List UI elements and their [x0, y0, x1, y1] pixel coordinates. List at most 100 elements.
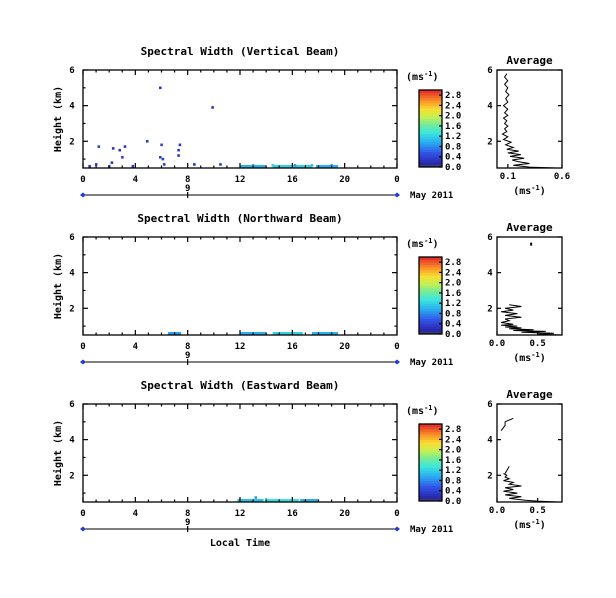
colorbar-swatch [419, 467, 442, 471]
colorbar-unit-text: (ms [406, 239, 424, 250]
colorbar-swatch [419, 97, 442, 101]
colorbar-swatch [419, 269, 442, 273]
colorbar-swatch [419, 138, 442, 142]
colorbar-tick-label: 2.4 [445, 101, 462, 111]
date-axis-start-marker [80, 526, 86, 532]
colorbar-swatch [419, 462, 442, 466]
average-y-tick-label: 2 [487, 304, 492, 314]
colorbar-tick-label: 2.8 [445, 91, 461, 101]
average-profile-segment [500, 417, 514, 432]
colorbar-swatch [419, 123, 442, 127]
colorbar-tick-label: 0.4 [445, 153, 462, 163]
x-tick-label: 4 [133, 175, 139, 185]
colorbar-swatch [419, 125, 442, 129]
colorbar-swatch [419, 90, 442, 94]
y-tick-label: 4 [69, 102, 75, 112]
colorbar-swatch [419, 282, 442, 286]
colorbar-swatch [419, 280, 442, 284]
average-profile-point [530, 242, 533, 246]
x-tick-label: 20 [339, 175, 350, 185]
average-panel-title: Average [506, 221, 553, 234]
colorbar-frame [418, 89, 443, 168]
colorbar-swatch [419, 485, 442, 489]
data-cell [88, 164, 91, 168]
x-tick-label: 8 [185, 342, 190, 352]
colorbar-swatch [419, 331, 442, 335]
y-axis-label: Height (km) [52, 420, 64, 486]
data-band [272, 332, 303, 335]
data-cell [193, 163, 196, 166]
average-x-axis-label-close: ) [540, 186, 546, 197]
colorbar-tick-label: 1.2 [445, 466, 461, 476]
colorbar-tick-label: 2.0 [445, 112, 461, 122]
colorbar-swatch [419, 472, 442, 476]
colorbar-unit-close: ) [433, 239, 439, 250]
average-x-axis-label-close: ) [540, 520, 546, 531]
colorbar-tick-label: 0.0 [445, 163, 461, 173]
colorbar-swatch [419, 305, 442, 309]
colorbar-unit-text: (ms [406, 72, 424, 83]
panel-title: Spectral Width (Eastward Beam) [141, 379, 340, 392]
y-tick-label: 6 [69, 233, 74, 243]
plot-frame [82, 403, 398, 503]
colorbar-swatch [419, 292, 442, 296]
colorbar-swatch [419, 285, 442, 289]
average-x-axis-label: (ms-1) [513, 351, 546, 364]
colorbar-unit-exponent: -1 [424, 237, 432, 245]
colorbar-swatch [419, 257, 442, 261]
colorbar-swatch [419, 146, 442, 150]
colorbar-swatch [419, 303, 442, 307]
colorbar-swatch [419, 272, 442, 276]
average-panel-title: Average [506, 388, 553, 401]
colorbar-unit-close: ) [433, 72, 439, 83]
x-tick-label: 0 [394, 342, 399, 352]
average-x-axis-label-exponent: -1 [531, 351, 539, 359]
date-axis-end-marker [394, 192, 400, 198]
x-tick-label: 16 [287, 175, 298, 185]
x-tick-label: 4 [133, 509, 139, 519]
colorbar-swatch [419, 313, 442, 317]
colorbar-swatch [419, 164, 442, 168]
colorbar-swatch [419, 154, 442, 158]
data-cell [94, 163, 98, 166]
colorbar-tick-label: 2.8 [445, 425, 461, 435]
average-x-tick-label: 0.5 [529, 506, 545, 516]
colorbar-unit-label: (ms-1) [406, 237, 439, 250]
colorbar-tick-label: 1.6 [445, 289, 461, 299]
average-x-axis-label-exponent: -1 [531, 518, 539, 526]
colorbar-swatch [419, 105, 442, 109]
x-tick-label: 16 [287, 342, 298, 352]
colorbar-tick-label: 1.6 [445, 122, 461, 132]
colorbar-tick-label: 1.6 [445, 456, 461, 466]
data-cell [178, 143, 182, 147]
x-tick-label: 12 [235, 175, 246, 185]
colorbar-swatch [419, 287, 442, 291]
average-x-axis-label-text: (ms [513, 353, 531, 364]
x-tick-label: 8 [185, 175, 190, 185]
colorbar-swatch [419, 480, 442, 484]
colorbar-swatch [419, 131, 442, 135]
average-x-axis-label-text: (ms [513, 520, 531, 531]
colorbar-swatch [419, 454, 442, 458]
date-axis-month-label: May 2011 [410, 358, 453, 368]
y-tick-label: 2 [69, 137, 74, 147]
colorbar-swatch [419, 274, 442, 279]
colorbar-tick-label: 0.8 [445, 476, 461, 486]
date-axis-month-label: May 2011 [410, 191, 453, 201]
colorbar-swatch [419, 426, 442, 430]
colorbar-swatch [419, 118, 442, 122]
colorbar-tick-label: 2.0 [445, 279, 461, 289]
x-tick-label: 8 [185, 509, 190, 519]
x-tick-label: 4 [133, 342, 139, 352]
x-tick-label: 12 [235, 509, 246, 519]
data-cell [177, 148, 180, 152]
y-axis-label: Height (km) [52, 253, 64, 319]
average-profile-line [501, 73, 557, 169]
colorbar-swatch [419, 493, 442, 497]
data-cell [310, 164, 314, 167]
colorbar-swatch [419, 107, 442, 112]
colorbar-tick-label: 2.8 [445, 258, 461, 268]
date-axis-month-label: May 2011 [410, 525, 453, 535]
average-y-tick-label: 2 [487, 471, 492, 481]
